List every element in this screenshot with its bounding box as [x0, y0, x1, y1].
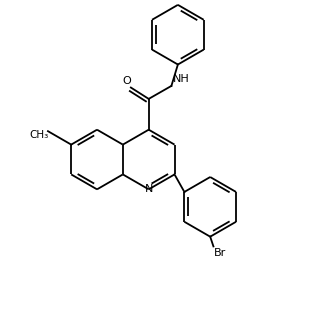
Text: Br: Br — [214, 248, 226, 258]
Text: O: O — [123, 76, 131, 86]
Text: N: N — [145, 184, 153, 194]
Text: CH₃: CH₃ — [29, 130, 48, 140]
Text: NH: NH — [173, 74, 190, 84]
